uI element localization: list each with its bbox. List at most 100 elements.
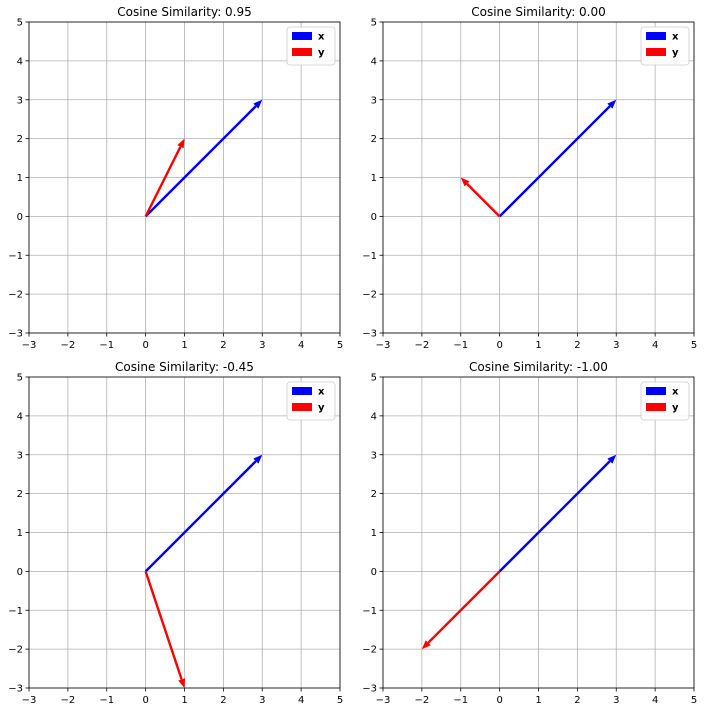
legend-swatch-x (646, 32, 666, 40)
vector-x (144, 105, 257, 218)
y-tick-label: 3 (17, 95, 23, 106)
x-tick-label: 1 (181, 340, 187, 351)
x-tick-label: −1 (99, 340, 114, 351)
subplot-1: −3 −2 −1 0 1 2 3 4 5 −3 −2 −1 0 1 2 3 4 5 Cosine Similarit… (8, 5, 343, 351)
y-tick-label: −2 (362, 290, 377, 301)
legend-label-y: y (672, 403, 679, 414)
y-tick-label: −3 (8, 329, 23, 340)
legend-label-x: x (672, 32, 679, 43)
x-tick-label: 4 (652, 340, 658, 351)
y-tick-label: −2 (8, 290, 23, 301)
y-tick-label: −3 (8, 684, 23, 695)
y-tick-label: −1 (8, 606, 23, 617)
y-tick-label: 4 (17, 56, 23, 67)
x-tick-label: −2 (415, 695, 430, 706)
x-tick-label: 1 (535, 340, 541, 351)
legend-label-y: y (318, 48, 325, 59)
subplot-title: Cosine Similarity: -0.45 (115, 360, 254, 374)
vector-x-head (253, 99, 263, 109)
legend: xy (640, 381, 690, 421)
x-tick-label: 0 (496, 695, 502, 706)
legend: xy (286, 26, 336, 66)
y-tick-label: 5 (17, 373, 23, 384)
y-tick-label: 4 (371, 56, 377, 67)
vector-y-head (460, 177, 470, 187)
y-tick-label: −1 (362, 251, 377, 262)
x-tick-label: 0 (142, 695, 148, 706)
y-tick-label: −3 (362, 329, 377, 340)
legend-label-y: y (672, 48, 679, 59)
legend-label-y: y (318, 403, 325, 414)
y-tick-label: 4 (371, 411, 377, 422)
x-tick-label: 3 (613, 695, 619, 706)
y-tick-label: −1 (362, 606, 377, 617)
vector-y-head (178, 678, 186, 688)
vector-x (144, 460, 257, 573)
vector-y (144, 570, 183, 680)
y-tick-label: −2 (362, 645, 377, 656)
x-tick-label: 3 (613, 340, 619, 351)
legend: xy (640, 26, 690, 66)
axes-frame (28, 21, 341, 334)
x-tick-label: −1 (99, 695, 114, 706)
legend-swatch-x (292, 387, 312, 395)
axes-frame (382, 376, 695, 689)
x-tick-label: 5 (691, 340, 697, 351)
legend-swatch-y (292, 48, 312, 56)
subplot-title: Cosine Similarity: -1.00 (469, 360, 608, 374)
y-tick-label: 2 (17, 134, 23, 145)
y-tick-label: 3 (371, 450, 377, 461)
y-tick-label: 5 (371, 18, 377, 29)
x-tick-label: 5 (337, 340, 343, 351)
y-tick-label: 2 (17, 489, 23, 500)
axes-frame (28, 376, 341, 689)
y-tick-label: 0 (17, 212, 23, 223)
x-tick-label: 1 (535, 695, 541, 706)
vector-y-head (421, 640, 431, 650)
y-tick-label: 0 (17, 567, 23, 578)
x-tick-label: −1 (453, 340, 468, 351)
x-tick-label: −2 (61, 695, 76, 706)
x-tick-label: 2 (574, 340, 580, 351)
y-tick-label: 1 (17, 528, 23, 539)
x-tick-label: 0 (142, 340, 148, 351)
legend-swatch-y (646, 48, 666, 56)
legend-label-x: x (672, 387, 679, 398)
y-tick-label: 5 (371, 373, 377, 384)
y-tick-label: −2 (8, 645, 23, 656)
x-tick-label: 2 (220, 340, 226, 351)
vector-x-head (607, 99, 617, 109)
x-tick-label: 4 (298, 695, 304, 706)
y-tick-label: 4 (17, 411, 23, 422)
x-tick-label: 3 (259, 695, 265, 706)
y-tick-label: 3 (17, 450, 23, 461)
y-tick-label: 1 (371, 528, 377, 539)
x-tick-label: 1 (181, 695, 187, 706)
x-tick-label: 0 (496, 340, 502, 351)
subplot-2: −3 −2 −1 0 1 2 3 4 5 −3 −2 −1 0 1 2 3 4 5 Cosine Similarit… (362, 5, 697, 351)
legend-swatch-y (292, 403, 312, 411)
x-tick-label: −2 (415, 340, 430, 351)
x-tick-label: 2 (220, 695, 226, 706)
x-tick-label: 5 (691, 695, 697, 706)
y-tick-label: 5 (17, 18, 23, 29)
y-tick-label: 2 (371, 489, 377, 500)
x-tick-label: −3 (376, 695, 391, 706)
y-tick-label: −3 (362, 684, 377, 695)
vector-x (498, 460, 611, 573)
vector-x (498, 105, 611, 218)
legend-swatch-y (646, 403, 666, 411)
x-tick-label: 3 (259, 340, 265, 351)
x-tick-label: 4 (298, 340, 304, 351)
vector-y (144, 146, 182, 217)
y-tick-label: 3 (371, 95, 377, 106)
y-tick-label: 1 (17, 173, 23, 184)
axes-frame (382, 21, 695, 334)
vector-y (466, 183, 501, 218)
x-tick-label: −3 (22, 340, 37, 351)
legend-swatch-x (646, 387, 666, 395)
y-tick-label: 1 (371, 173, 377, 184)
x-tick-label: 2 (574, 695, 580, 706)
subplot-title: Cosine Similarity: 0.95 (117, 5, 252, 19)
